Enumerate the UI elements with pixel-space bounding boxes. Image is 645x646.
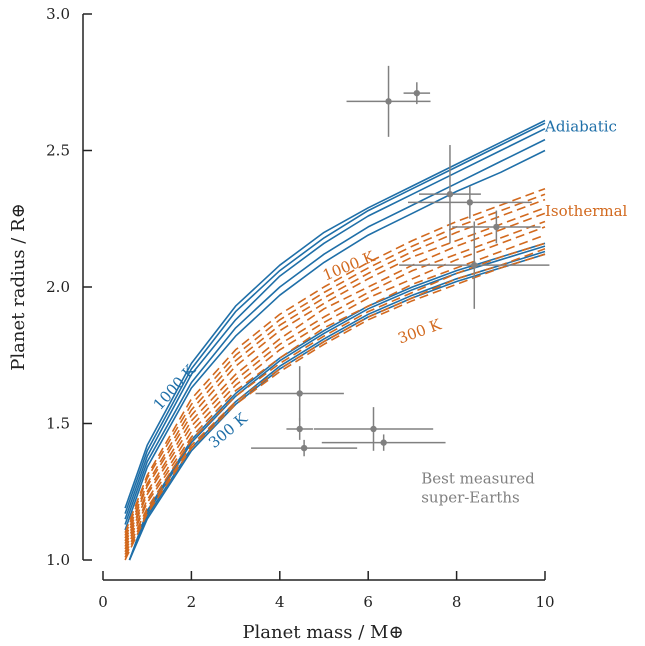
- adiabatic-curve: [124, 149, 546, 531]
- measured-point-marker: [493, 223, 500, 231]
- isothermal-curve: [124, 248, 546, 558]
- measured-point-marker: [296, 390, 303, 397]
- isothermal-curve: [124, 207, 546, 542]
- measured-point: [452, 210, 541, 244]
- axis-ticks: 0 2 4 6 8 10 1.0 1.5 2.0 2.5 3.0: [46, 5, 554, 611]
- measured-point-marker: [413, 89, 421, 97]
- y-axis-title: Planet radius / R⊕: [8, 203, 29, 370]
- measured-point: [313, 407, 434, 451]
- isothermal-curve: [124, 234, 546, 553]
- isothermal-curve: [124, 193, 546, 536]
- x-tick-label: 6: [363, 593, 373, 611]
- measured-point: [403, 82, 431, 105]
- adiabatic-curve: [128, 253, 546, 561]
- adiabatic-curve: [128, 250, 546, 561]
- measured-point: [346, 65, 431, 137]
- y-tick-label: 3.0: [46, 5, 70, 23]
- isothermal-curve: [124, 220, 546, 547]
- y-tick-label: 1.0: [46, 551, 70, 569]
- measured-point: [255, 366, 344, 421]
- x-tick-label: 10: [535, 593, 554, 611]
- adiabatic-curve: [124, 127, 546, 520]
- model-curves: [124, 119, 546, 561]
- y-tick-label: 1.5: [46, 415, 70, 433]
- isothermal-curve: [124, 212, 546, 544]
- y-tick-label: 2.0: [46, 278, 70, 296]
- isothermal-curve: [124, 242, 546, 555]
- measured-point: [399, 221, 550, 309]
- adiabatic-curve: [124, 138, 546, 525]
- x-tick-label: 2: [187, 593, 197, 611]
- x-tick-label: 8: [452, 593, 462, 611]
- measured-point-marker: [380, 439, 387, 446]
- measured-point-marker: [370, 425, 377, 433]
- isothermal-curve: [124, 253, 546, 561]
- measured-points: [251, 65, 550, 457]
- measured-point-marker: [446, 190, 454, 198]
- annotation-label: Best measured: [421, 470, 535, 488]
- measured-point-marker: [296, 425, 303, 433]
- measured-point-marker: [471, 261, 478, 269]
- measured-point: [251, 439, 358, 457]
- measured-point-marker: [466, 199, 474, 206]
- annotation-label: Adiabatic: [544, 117, 617, 135]
- isothermal-curve: [124, 187, 546, 533]
- annotation-label: 300 K: [395, 315, 444, 347]
- adiabatic-curve: [124, 119, 546, 509]
- adiabatic-curve: [128, 242, 546, 561]
- adiabatic-curve: [124, 122, 546, 514]
- measured-point: [407, 185, 532, 219]
- measured-point-marker: [300, 444, 308, 452]
- x-tick-label: 4: [275, 593, 285, 611]
- measured-point: [321, 434, 446, 451]
- annotation-label: super-Earths: [421, 489, 520, 507]
- measured-point: [286, 418, 313, 440]
- y-tick-label: 2.5: [46, 142, 70, 160]
- isothermal-curve: [124, 226, 546, 550]
- x-axis-title: Planet mass / M⊕: [242, 622, 403, 643]
- x-tick-label: 0: [98, 593, 108, 611]
- annotation-label: Isothermal: [545, 202, 628, 220]
- measured-point-marker: [385, 98, 392, 105]
